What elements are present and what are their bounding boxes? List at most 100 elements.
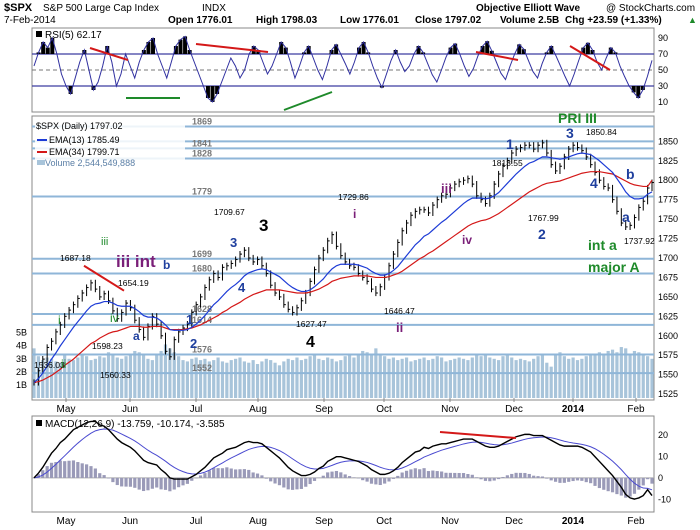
price-bar — [594, 161, 598, 176]
macd-histogram-bar — [505, 475, 509, 478]
macd-histogram-bar — [562, 477, 566, 483]
price-bar — [419, 206, 422, 215]
price-bar — [309, 278, 313, 297]
volume-bar — [475, 354, 479, 398]
price-bar — [441, 192, 444, 203]
macd-histogram-bar — [400, 472, 404, 478]
volume-bar — [163, 344, 168, 398]
macd-histogram-bar — [264, 477, 268, 479]
macd-histogram-bar — [602, 477, 606, 490]
macd-tick-label: 0 — [658, 473, 663, 483]
macd-histogram-bar — [89, 466, 93, 478]
x-tick-label: Jul — [190, 404, 203, 415]
price-legend-label: $SPX (Daily) 1797.02 — [36, 121, 123, 131]
macd-histogram-bar — [137, 477, 141, 490]
macd-histogram-bar — [339, 472, 343, 478]
rsi-tick-label: 50 — [658, 65, 668, 75]
price-bar — [296, 304, 299, 316]
price-bar — [77, 295, 80, 308]
volume-bar — [444, 361, 448, 398]
macd-histogram-bar — [567, 477, 571, 482]
macd-x-tick-label: Nov — [441, 516, 459, 527]
volume-bar — [242, 361, 246, 398]
price-bar — [270, 270, 273, 289]
macd-histogram-bar — [242, 469, 246, 478]
volume-bar — [549, 366, 553, 398]
rsi-tick-label: 70 — [658, 49, 668, 59]
macd-tick-label: -10 — [658, 494, 671, 504]
volume-bar — [584, 356, 588, 398]
volume-bar — [321, 360, 325, 398]
volume-bar — [514, 360, 518, 398]
price-tick-label: 1750 — [658, 214, 678, 224]
volume-bar — [133, 350, 137, 398]
price-bar — [191, 309, 194, 328]
volume-bar — [483, 353, 488, 398]
price-tick-label: 1825 — [658, 156, 678, 166]
price-bar — [524, 142, 527, 151]
macd-histogram-bar — [431, 470, 435, 478]
price-tick-label: 1775 — [658, 195, 678, 205]
price-bar — [248, 247, 251, 262]
macd-legend-swatch — [36, 420, 42, 426]
macd-histogram-bar — [282, 477, 286, 488]
volume-bar — [225, 362, 229, 398]
up-arrow-icon: ▲ — [688, 15, 697, 25]
price-legend: $SPX (Daily) 1797.02 EMA(13) 1785.49 EMA… — [35, 120, 185, 168]
volume-bar — [593, 354, 597, 398]
price-tick-label: 1625 — [658, 311, 678, 321]
volume-bar — [308, 356, 312, 398]
macd-histogram-bar — [225, 467, 229, 478]
volume-bar — [290, 360, 295, 398]
high-value: High 1798.03 — [256, 15, 318, 26]
price-bar — [239, 251, 242, 263]
volume-bar — [553, 354, 558, 398]
x-tick-label: Feb — [627, 404, 645, 415]
price-bar — [410, 212, 413, 227]
rsi-divergence-line — [475, 51, 519, 61]
price-bar — [432, 202, 435, 216]
macd-histogram-bar — [120, 477, 124, 487]
price-bar — [125, 300, 129, 316]
volume-bar — [510, 357, 514, 398]
volume-bar — [461, 358, 466, 398]
macd-histogram-bar — [510, 473, 514, 478]
exchange: INDX — [202, 3, 226, 14]
price-tick-label: 1850 — [658, 136, 678, 146]
macd-histogram-bar — [365, 477, 369, 482]
price-bar — [568, 146, 571, 160]
price-label: 1813.55 — [492, 158, 523, 168]
volume-tick-label: 2B — [16, 367, 27, 377]
macd-histogram-bar — [155, 477, 159, 488]
volume-bar — [409, 361, 413, 398]
price-bar — [467, 175, 470, 184]
index-name: S&P 500 Large Cap Index — [43, 3, 159, 14]
macd-histogram-bar — [273, 477, 277, 484]
volume-bar — [84, 356, 89, 398]
macd-histogram-bar — [615, 477, 619, 495]
wave-label: a — [133, 329, 140, 343]
macd-histogram-bar — [584, 477, 588, 483]
volume-bar — [273, 362, 277, 398]
price-bar — [607, 183, 611, 192]
macd-histogram-bar — [475, 477, 479, 478]
macd-histogram-bar — [518, 472, 523, 478]
wave-label: 1 — [186, 312, 193, 327]
macd-histogram-bar — [593, 477, 597, 486]
price-bar — [322, 247, 326, 262]
macd-histogram-bar — [216, 468, 220, 478]
price-bar — [121, 309, 124, 322]
wave-label: iii — [441, 181, 452, 196]
macd-line — [33, 420, 653, 500]
macd-histogram-bar — [580, 477, 584, 481]
volume-bar — [387, 358, 391, 398]
price-bar — [42, 356, 45, 374]
level-label: 1699 — [192, 249, 212, 259]
macd-histogram-bar — [220, 468, 225, 478]
macd-histogram-bar — [128, 477, 133, 487]
price-bar — [423, 206, 427, 213]
volume-bar — [632, 350, 637, 398]
macd-histogram-bar — [141, 477, 146, 492]
price-bar — [498, 170, 501, 188]
x-tick-label: May — [57, 404, 76, 415]
